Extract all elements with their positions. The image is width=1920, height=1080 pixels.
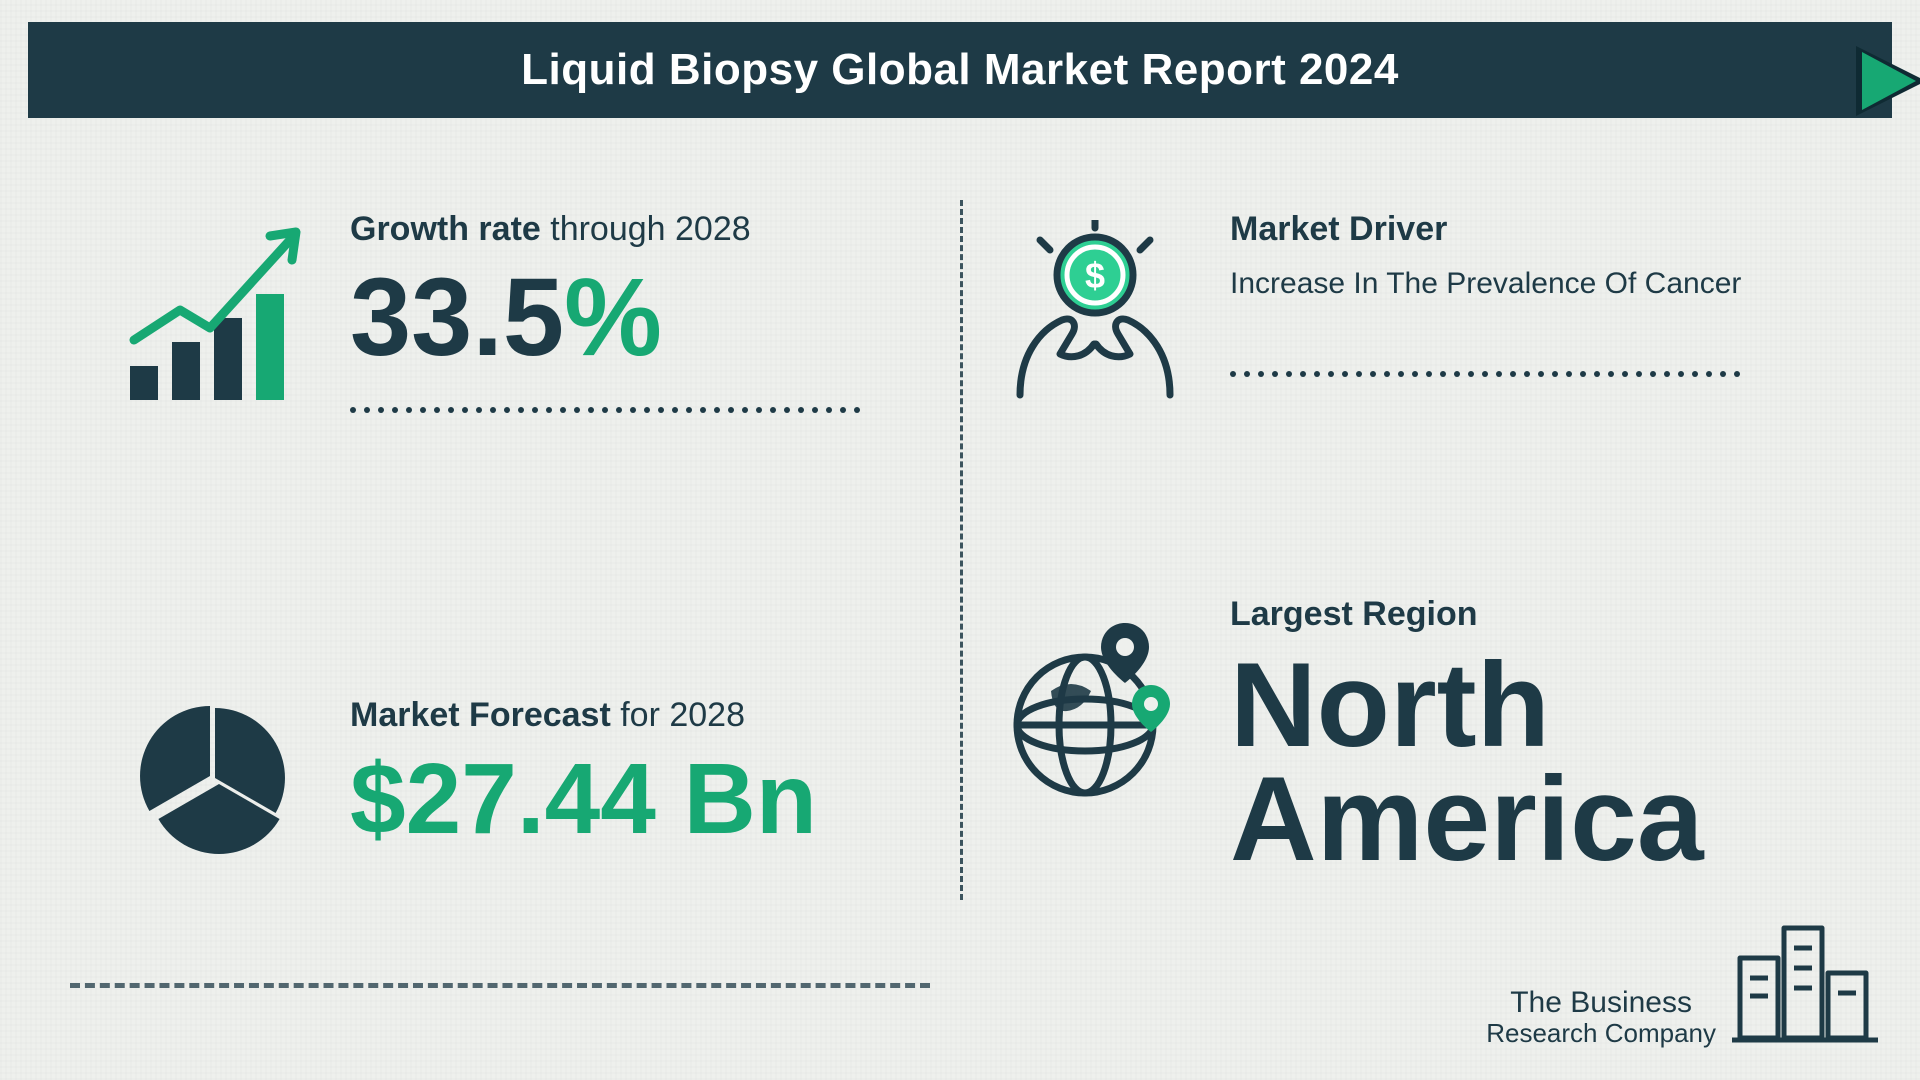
dots-separator — [1230, 371, 1800, 377]
forecast-label-thin: for 2028 — [611, 696, 745, 734]
growth-label-thin: through 2028 — [541, 210, 751, 248]
stats-grid: Growth rate through 2028 33.5% $ — [110, 190, 1810, 960]
svg-text:$: $ — [1085, 255, 1105, 296]
company-logo: The Business Research Company — [1486, 898, 1880, 1048]
driver-label: Market Driver — [1230, 210, 1800, 249]
cell-driver: $ Market Driver Increase In The Prevalen… — [990, 190, 1810, 575]
logo-buildings-icon — [1730, 898, 1880, 1048]
logo-line2: Research Company — [1486, 1019, 1716, 1048]
pie-chart-icon — [120, 683, 310, 863]
growth-label-bold: Growth rate — [350, 210, 541, 248]
forecast-label-bold: Market Forecast — [350, 696, 611, 734]
cell-forecast: Market Forecast for 2028 $27.44 Bn — [110, 575, 930, 960]
growth-value-suffix: % — [564, 256, 662, 379]
globe-pins-icon — [1000, 595, 1190, 805]
region-label-bold: Largest Region — [1230, 595, 1477, 633]
bottom-dash — [70, 983, 930, 988]
region-label: Largest Region — [1230, 595, 1800, 634]
page-title: Liquid Biopsy Global Market Report 2024 — [521, 45, 1399, 95]
growth-value-main: 33.5 — [350, 256, 564, 379]
region-value: North America — [1230, 648, 1800, 876]
growth-label: Growth rate through 2028 — [350, 210, 920, 249]
cell-growth: Growth rate through 2028 33.5% — [110, 190, 930, 575]
driver-text: Increase In The Prevalence Of Cancer — [1230, 267, 1800, 301]
growth-icon — [120, 210, 310, 410]
driver-label-bold: Market Driver — [1230, 210, 1447, 248]
region-line2: America — [1230, 752, 1704, 886]
title-bar: Liquid Biopsy Global Market Report 2024 — [28, 22, 1892, 118]
forecast-value: $27.44 Bn — [350, 749, 920, 849]
corner-accent-icon — [1856, 46, 1920, 116]
forecast-label: Market Forecast for 2028 — [350, 696, 920, 735]
growth-value: 33.5% — [350, 263, 920, 373]
logo-line1: The Business — [1486, 986, 1716, 1019]
hands-coin-icon: $ — [1000, 210, 1190, 410]
dots-separator — [350, 407, 920, 413]
